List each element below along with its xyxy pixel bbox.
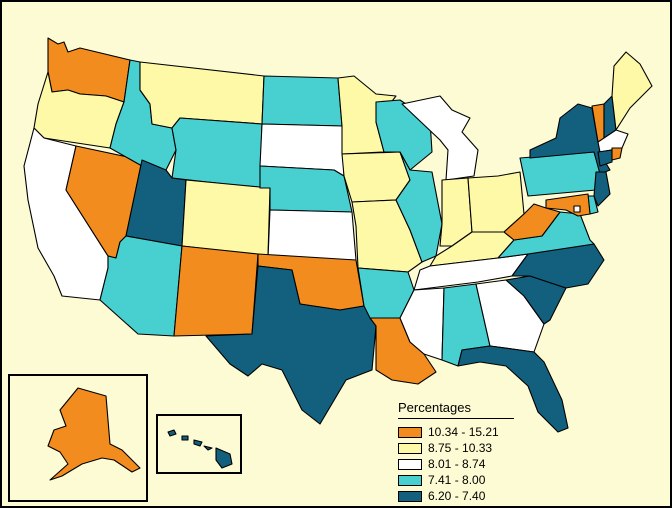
state-mi (401, 95, 479, 181)
state-nj (593, 171, 611, 207)
state-pa (519, 151, 601, 197)
legend-swatch (398, 442, 422, 454)
legend-label: 8.75 - 10.33 (428, 441, 493, 455)
state-fl (457, 345, 569, 433)
legend-item: 10.34 - 15.21 (398, 424, 514, 440)
state-ks (267, 209, 357, 261)
legend-label: 10.34 - 15.21 (428, 425, 499, 439)
state-il (395, 151, 443, 263)
legend-item: 8.01 - 8.74 (398, 456, 514, 472)
legend-label: 6.20 - 7.40 (428, 489, 486, 503)
alaska-inset (8, 374, 148, 502)
state-wy (171, 117, 263, 189)
state-ct (597, 149, 613, 167)
state-ne (259, 165, 353, 213)
state-mt (139, 61, 265, 129)
legend-swatch (398, 426, 422, 438)
hawaii-inset (156, 414, 242, 474)
legend-swatch (398, 474, 422, 486)
state-ma (597, 129, 629, 153)
state-hi (167, 429, 233, 469)
legend-swatch (398, 458, 422, 470)
state-ri (611, 147, 623, 161)
legend-item: 6.20 - 7.40 (398, 488, 514, 504)
legend-swatch (398, 490, 422, 502)
state-wv (503, 203, 561, 241)
state-dc (573, 205, 581, 213)
state-ak (47, 387, 141, 481)
state-nm (173, 245, 259, 337)
state-nd (261, 75, 343, 127)
legend-item: 7.41 - 8.00 (398, 472, 514, 488)
legend-label: 8.01 - 8.74 (428, 457, 486, 471)
state-me (611, 51, 653, 131)
legend-label: 7.41 - 8.00 (428, 473, 486, 487)
state-tx (205, 265, 377, 425)
legend-item: 8.75 - 10.33 (398, 440, 514, 456)
state-co (181, 179, 271, 257)
legend: Percentages 10.34 - 15.21 8.75 - 10.33 8… (398, 400, 514, 504)
legend-title: Percentages (398, 400, 514, 419)
